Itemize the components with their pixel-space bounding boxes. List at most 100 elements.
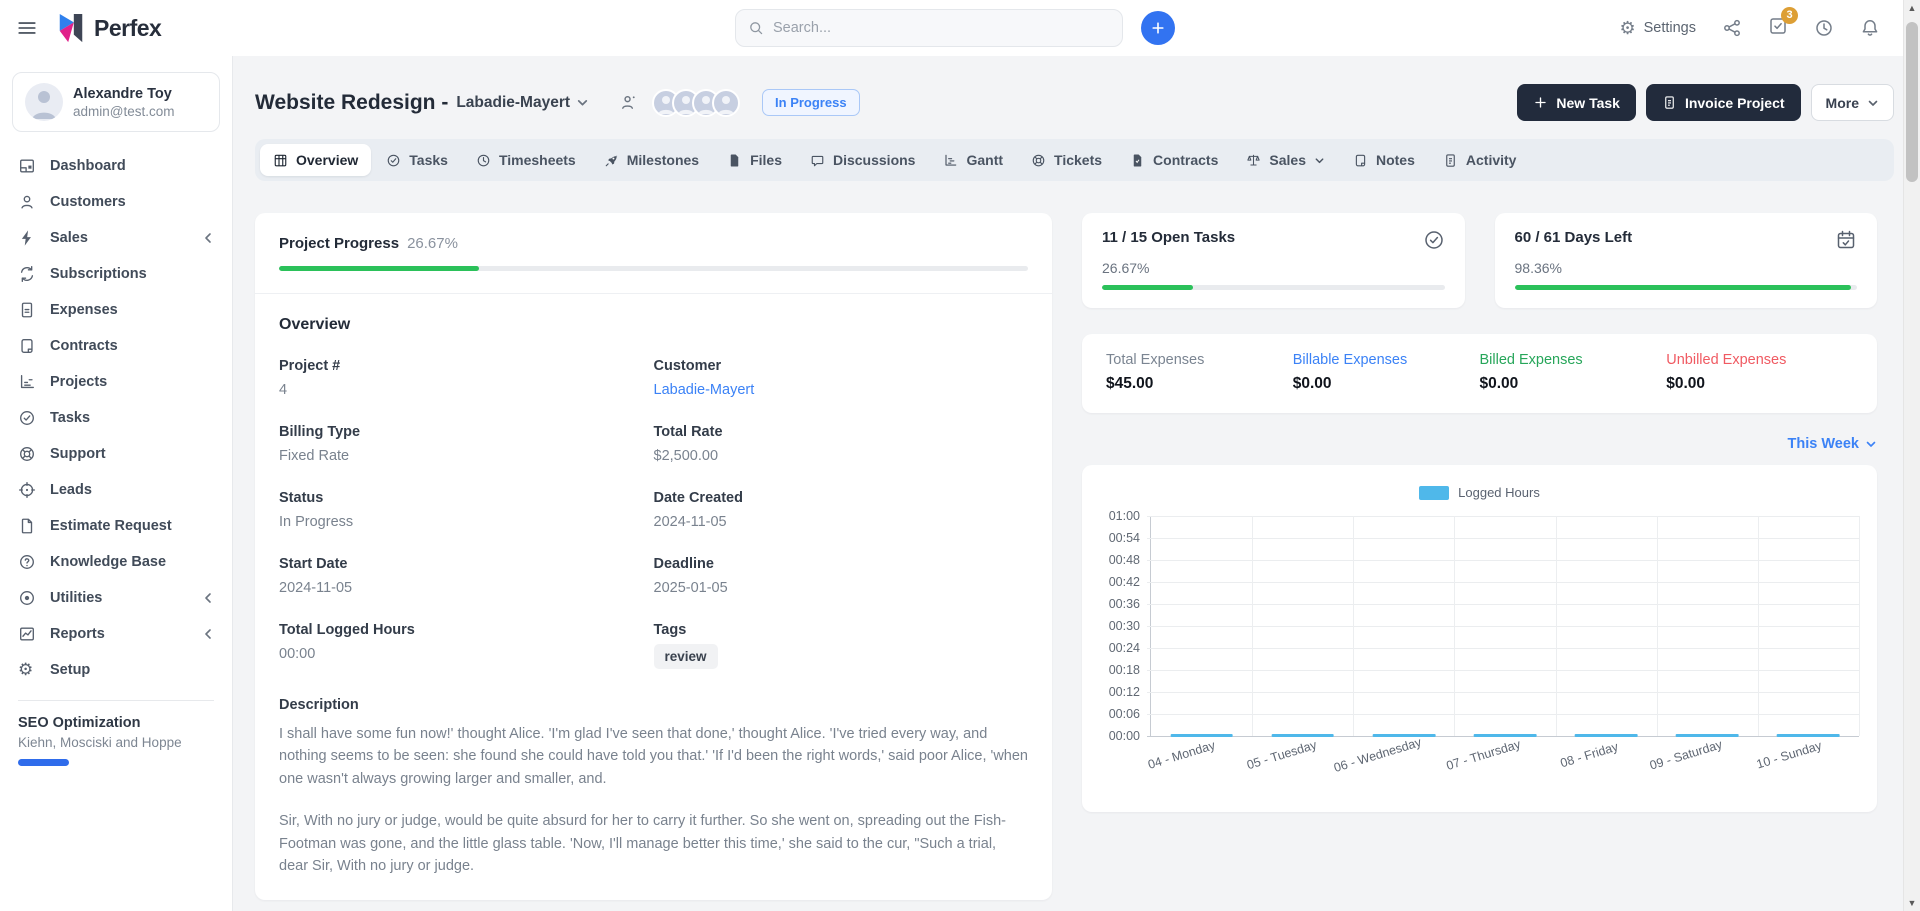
overview-grid-icon [274,154,287,166]
calendar-check-icon [1837,230,1855,249]
field-deadline: Deadline 2025-01-05 [653,556,728,596]
brand-name: Perfex [94,14,162,41]
scroll-down-arrow[interactable]: ▼ [1907,898,1917,908]
logged-hours-bar[interactable] [1473,734,1537,737]
file-icon [730,154,739,166]
project-progress-bar [279,266,1028,271]
y-axis-tick: 00:18 [1108,663,1140,677]
customers-icon [18,193,36,211]
tab-milestones[interactable]: Milestones [591,144,712,176]
global-search[interactable] [735,9,1123,47]
user-avatar [25,83,63,121]
sidebar-item-expenses[interactable]: Expenses [0,292,232,328]
tab-contracts[interactable]: Contracts [1117,144,1231,176]
sidebar-item-label: Estimate Request [50,518,172,534]
estimate-request-icon [18,517,36,535]
logged-hours-bar[interactable] [1777,734,1840,737]
sidebar-item-label: Dashboard [50,158,126,174]
logged-hours-chart-card: Logged Hours 01:00 00:54 00:48 00:42 00:36 00… [1082,465,1877,812]
sidebar-item-label: Expenses [50,302,118,318]
sidebar-divider [18,700,214,701]
search-input[interactable] [773,20,1110,36]
timers-clock-icon[interactable] [1814,18,1834,38]
logged-hours-bar[interactable] [1675,734,1739,737]
logged-hours-bar[interactable] [1170,734,1233,737]
chevron-down-icon [1868,100,1878,106]
share-icon[interactable] [1722,18,1742,38]
tab-tasks[interactable]: Tasks [373,144,461,176]
todo-count-badge: 3 [1781,6,1798,24]
sidebar-item-knowledge-base[interactable]: Knowledge Base [0,544,232,580]
sidebar-item-leads[interactable]: Leads [0,472,232,508]
tab-timesheets[interactable]: Timesheets [463,144,589,176]
expenses-card: Total Expenses $45.00 Billable Expenses … [1082,334,1877,413]
tab-tickets[interactable]: Tickets [1018,144,1115,176]
y-axis-tick: 00:06 [1108,707,1140,721]
tab-files[interactable]: Files [714,144,795,176]
sidebar-item-tasks[interactable]: Tasks [0,400,232,436]
field-status: Status In Progress [279,490,354,530]
user-card[interactable]: Alexandre Toy admin@test.com [12,72,220,132]
notifications-bell-icon[interactable] [1860,18,1880,38]
tab-gantt[interactable]: Gantt [930,144,1016,176]
sidebar-item-subscriptions[interactable]: Subscriptions [0,256,232,292]
period-selector[interactable]: This Week [1788,436,1877,452]
days-left-progress-bar [1514,285,1857,290]
sidebar-item-sales[interactable]: Sales [0,220,232,256]
todo-check-square-icon [1770,17,1786,34]
sidebar-item-support[interactable]: Support [0,436,232,472]
customer-link[interactable]: Labadie-Mayert [653,382,755,398]
setup-gear-icon: ⚙ [18,660,34,679]
reports-icon [18,625,36,643]
tab-notes[interactable]: Notes [1340,144,1428,176]
scrollbar-thumb[interactable] [1906,22,1918,182]
field-start-date: Start Date 2024-11-05 [279,556,353,596]
invoice-project-button[interactable]: Invoice Project [1645,84,1801,121]
sidebar-item-contracts[interactable]: Contracts [0,328,232,364]
sidebar-item-projects[interactable]: Projects [0,364,232,400]
tab-sales[interactable]: Sales [1233,144,1338,176]
chart-legend[interactable]: Logged Hours [1100,485,1859,500]
member-avatar[interactable] [712,88,741,117]
sales-scale-icon [1247,154,1261,166]
open-tasks-progress-bar [1102,285,1445,290]
sidebar-item-utilities[interactable]: Utilities [0,580,232,616]
total-expenses: Total Expenses $45.00 [1106,352,1205,392]
tag-review[interactable]: review [653,644,718,669]
logged-hours-bar[interactable] [1574,734,1638,737]
open-tasks-percent: 26.67% [1102,260,1150,276]
sidebar-item-dashboard[interactable]: Dashboard [0,148,232,184]
vertical-scrollbar[interactable]: ▲ ▼ [1903,0,1920,911]
add-member-icon[interactable] [619,93,638,112]
sidebar-item-reports[interactable]: Reports [0,616,232,652]
sidebar-item-label: Subscriptions [50,266,147,282]
more-button[interactable]: More [1810,84,1894,121]
overview-card: Project Progress 26.67% Overview Project… [255,213,1052,900]
sidebar-item-estimate-request[interactable]: Estimate Request [0,508,232,544]
sidebar-item-customers[interactable]: Customers [0,184,232,220]
logged-hours-bar[interactable] [1271,734,1335,737]
days-left-card: 60 / 61 Days Left 98.36% [1494,213,1877,308]
knowledge-base-icon [18,553,36,571]
y-axis-tick: 00:36 [1108,597,1140,611]
sidebar-item-setup[interactable]: ⚙ Setup [0,652,232,688]
chevron-left-icon [205,593,211,603]
sales-bolt-icon [18,229,36,247]
contracts-icon [18,337,36,355]
unbilled-expenses: Unbilled Expenses $0.00 [1666,352,1787,392]
quick-create-button[interactable] [1141,11,1175,45]
scroll-up-arrow[interactable]: ▲ [1907,3,1917,13]
new-task-button[interactable]: New Task [1517,84,1636,121]
note-icon [1355,154,1366,166]
tab-discussions[interactable]: Discussions [797,144,928,176]
logged-hours-bar[interactable] [1372,734,1436,737]
chevron-down-icon[interactable] [576,96,589,109]
brand-logo[interactable]: Perfex [56,11,162,45]
menu-icon[interactable] [16,17,38,39]
todo-button[interactable]: 3 [1768,6,1798,41]
project-shortcut[interactable]: SEO Optimization Kiehn, Mosciski and Hop… [0,713,232,782]
tab-overview[interactable]: Overview [260,144,372,176]
settings-link[interactable]: ⚙ Settings [1619,19,1696,37]
tab-activity[interactable]: Activity [1430,144,1530,176]
y-axis-tick: 00:42 [1108,575,1140,589]
